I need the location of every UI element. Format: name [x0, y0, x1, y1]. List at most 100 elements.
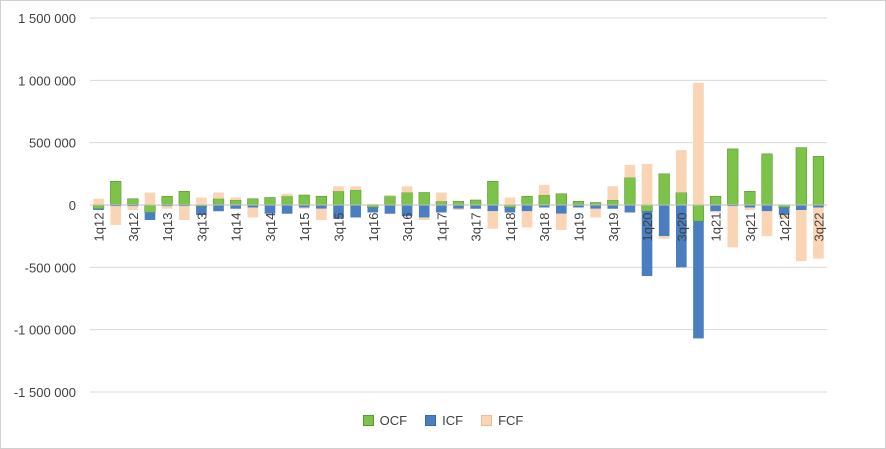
x-tick-label: 1q20	[640, 213, 655, 242]
bar-fcf-3q19	[607, 186, 619, 201]
bar-icf-3q12	[127, 205, 139, 207]
bar-fcf-2q13	[178, 206, 190, 220]
bar-ocf-3q22	[812, 156, 825, 206]
bar-ocf-4q13	[212, 198, 225, 206]
bar-icf-3q21	[744, 205, 756, 208]
bar-icf-4q20	[693, 221, 704, 339]
x-tick-label: 1q22	[777, 213, 792, 242]
bar-ocf-2q22	[795, 147, 807, 206]
bar-icf-4q17	[487, 205, 499, 212]
stacked-bar-chart: 1 500 000 1 000 000 500 000 0 -500 000 -1 000…	[14, 11, 827, 400]
bar-fcf-1q16	[367, 203, 379, 205]
bar-ocf-3q12	[127, 198, 139, 206]
bar-fcf-1q14	[230, 197, 241, 201]
bar-ocf-3q16	[401, 192, 413, 206]
bar-ocf-1q14	[230, 199, 242, 206]
bar-fcf-4q18	[556, 213, 567, 230]
bar-icf-1q14	[230, 205, 241, 209]
bar-fcf-2q18	[521, 211, 533, 228]
bar-fcf-3q22	[813, 207, 824, 259]
x-tick-label: 3q12	[126, 213, 141, 242]
legend-item-fcf: FCF	[481, 413, 523, 428]
bar-icf-2q14	[247, 205, 259, 208]
legend-label-fcf: FCF	[498, 413, 524, 428]
bar-icf-4q16	[418, 205, 430, 218]
x-tick-label: 1q19	[571, 213, 586, 242]
bar-fcf-2q12	[110, 206, 122, 225]
bar-fcf-1q21	[710, 211, 721, 213]
bar-ocf-2q21	[727, 148, 739, 206]
x-tick-label: 1q16	[366, 213, 381, 242]
bar-fcf-1q15	[298, 207, 310, 209]
bar-fcf-1q18	[504, 197, 516, 205]
bar-fcf-2q17	[453, 208, 464, 210]
x-tick-label: 1q18	[503, 213, 518, 242]
bar-icf-1q19	[573, 205, 584, 208]
bar-ocf-1q20	[641, 204, 653, 212]
bar-ocf-3q21	[744, 190, 756, 206]
legend-item-ocf: OCF	[362, 413, 407, 428]
bar-ocf-1q13	[161, 195, 173, 206]
bar-ocf-3q14	[264, 197, 276, 206]
bar-ocf-4q19	[624, 177, 636, 206]
bar-icf-1q22	[778, 207, 790, 215]
bar-icf-3q14	[264, 205, 276, 214]
bars	[92, 82, 825, 339]
bar-fcf-4q21	[761, 211, 773, 237]
x-tick-label: 3q13	[194, 213, 209, 242]
bar-ocf-2q17	[452, 200, 465, 206]
y-axis-tick-labels: 1 500 000 1 000 000 500 000 0 -500 000 -1 000…	[14, 11, 76, 400]
bar-icf-2q22	[795, 205, 807, 210]
x-tick-label: 3q14	[263, 213, 278, 242]
bar-icf-2q12	[110, 205, 122, 207]
bar-fcf-1q12	[93, 198, 104, 205]
bar-ocf-2q20	[658, 173, 670, 206]
bar-fcf-4q12	[144, 192, 156, 205]
x-tick-label: 1q17	[434, 213, 449, 242]
y-tick-label: 0	[69, 198, 76, 213]
bar-icf-4q19	[624, 205, 636, 213]
bar-fcf-2q15	[316, 208, 327, 220]
bar-icf-4q18	[556, 205, 567, 214]
bar-ocf-2q16	[384, 195, 396, 206]
x-tick-label: 1q21	[709, 213, 724, 242]
x-tick-label: 3q17	[469, 213, 484, 242]
bar-ocf-4q15	[350, 189, 362, 206]
x-axis-tick-labels: 1q12 3q12 1q13 3q13 1q14 3q14 1q15 3q15 1q16 3q16…	[92, 213, 827, 242]
bar-icf-3q16	[401, 205, 413, 217]
bar-fcf-1q17	[436, 192, 447, 202]
x-tick-label: 1q13	[160, 213, 175, 242]
bar-ocf-1q17	[435, 200, 447, 206]
x-tick-label: 3q19	[606, 213, 621, 242]
bar-fcf-2q20	[658, 236, 670, 239]
bar-icf-2q20	[658, 205, 670, 237]
bar-icf-2q21	[727, 205, 739, 207]
bar-icf-3q20	[676, 205, 687, 268]
bar-ocf-4q12	[144, 204, 156, 213]
y-tick-label: 1 500 000	[18, 11, 76, 26]
bar-fcf-3q15	[333, 186, 344, 192]
bar-ocf-4q16	[418, 192, 430, 206]
x-tick-label: 1q14	[229, 213, 244, 242]
legend-swatch-fcf	[481, 415, 493, 426]
y-tick-label: -500 000	[25, 260, 76, 275]
bar-icf-4q15	[350, 205, 361, 218]
bar-icf-1q13	[161, 205, 173, 207]
y-tick-label: 1 000 000	[18, 73, 76, 88]
bar-fcf-2q14	[247, 207, 259, 218]
bar-ocf-3q19	[607, 199, 619, 206]
bar-ocf-4q17	[487, 181, 499, 206]
bar-ocf-2q15	[315, 195, 328, 206]
x-tick-label: 1q12	[92, 213, 107, 242]
bar-ocf-2q12	[110, 181, 122, 206]
bar-icf-2q17	[453, 205, 464, 209]
x-tick-label: 3q18	[537, 213, 552, 242]
bar-ocf-1q15	[298, 194, 310, 206]
bar-fcf-4q14	[281, 193, 293, 197]
bar-icf-3q19	[607, 205, 619, 209]
bar-fcf-4q17	[487, 211, 499, 229]
bar-fcf-4q16	[418, 217, 430, 220]
bar-fcf-3q18	[538, 185, 550, 196]
bar-icf-3q15	[333, 205, 344, 219]
grid-lines	[90, 17, 827, 393]
